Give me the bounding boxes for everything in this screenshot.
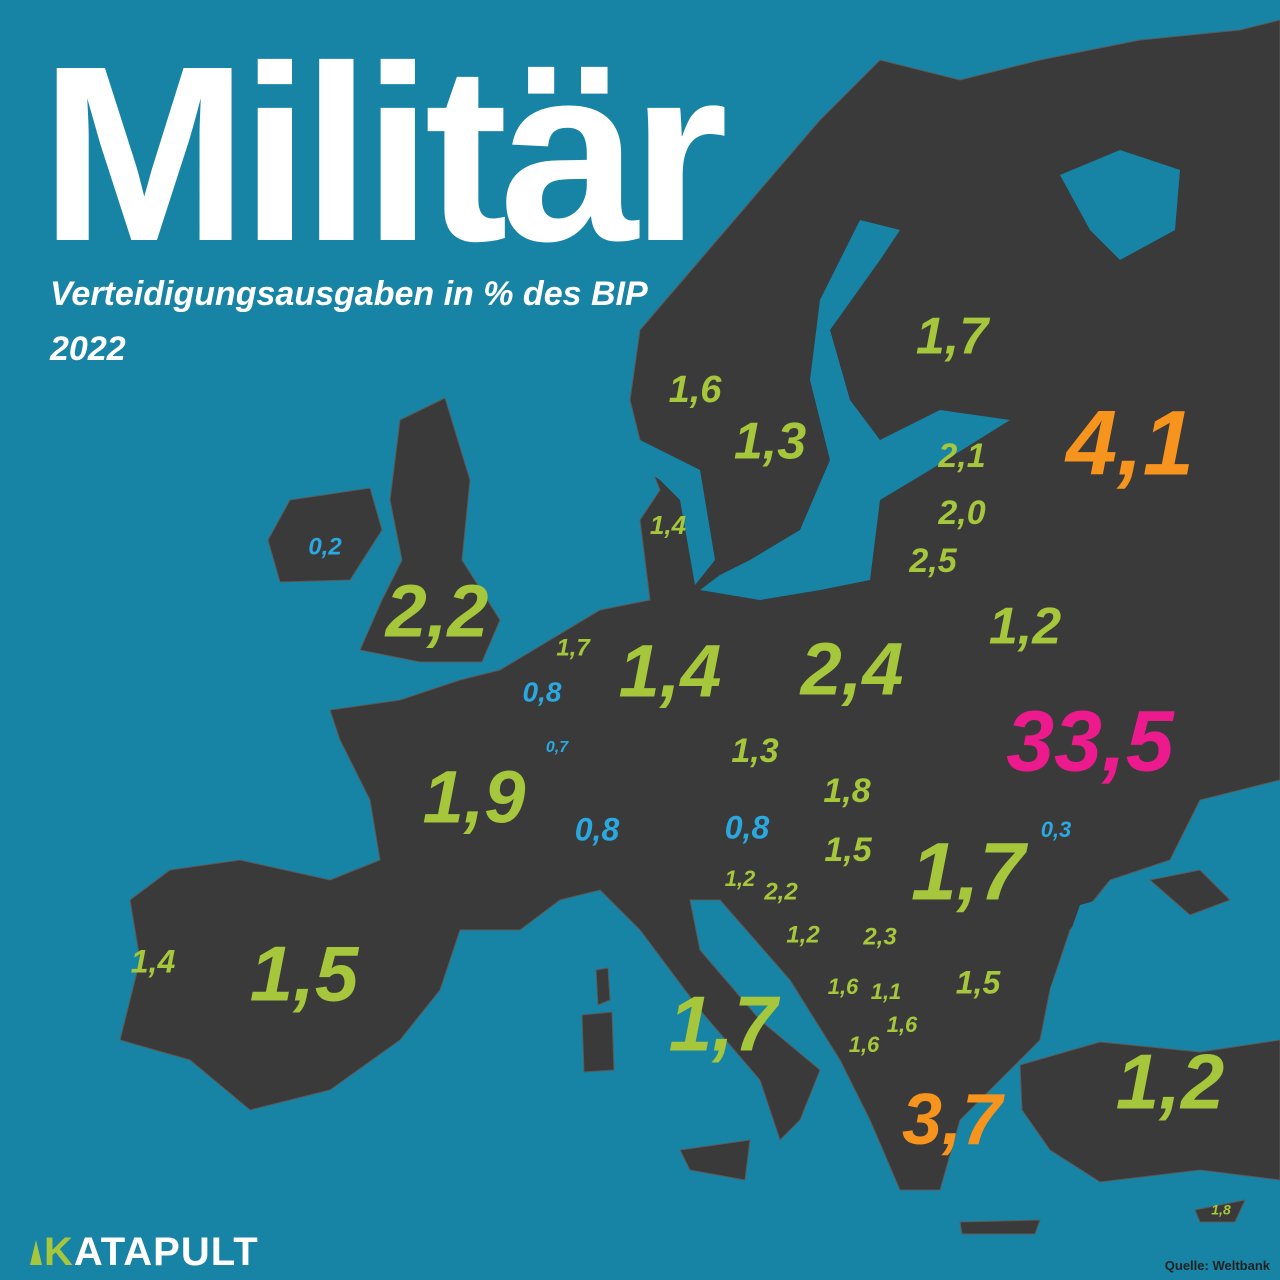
value-label: 2,2 [763,878,798,905]
value-label: 2,0 [937,494,985,532]
value-label: 1,6 [669,369,723,411]
crete [959,1219,1041,1235]
subtitle: Verteidigungsausgaben in % des BIP [50,275,648,313]
great-britain [359,397,501,663]
value-label: 1,3 [734,413,806,471]
value-label: 1,4 [650,510,687,540]
turkey [1019,1039,1280,1183]
black-sea [1050,860,1280,1050]
value-label: 1,8 [823,772,870,810]
baltic-sea [700,220,1010,600]
logo-icon [30,1240,42,1265]
year: 2022 [49,330,126,368]
value-label: 1,2 [786,921,820,948]
title: Militär [40,14,725,293]
value-label: 1,3 [731,732,778,770]
value-label: 1,2 [725,866,756,891]
value-label: 1,7 [556,634,591,661]
value-label: 1,1 [871,979,902,1004]
value-label: 2,3 [862,923,897,950]
value-label: 0,3 [1041,817,1072,842]
value-label: 1,7 [911,827,1028,918]
value-label: 2,2 [384,570,489,653]
value-label: 0,7 [546,739,569,756]
value-label: 0,8 [575,811,620,847]
value-label: 1,9 [423,756,526,839]
value-label: 1,2 [1116,1038,1224,1126]
crimea [1148,869,1231,916]
value-label: 1,6 [849,1032,880,1057]
sicily [679,1139,751,1181]
white-sea [1060,150,1180,260]
value-label: 1,7 [669,980,781,1068]
value-label: 0,8 [523,676,562,707]
kattegat [640,440,715,585]
value-label: 0,2 [308,533,342,560]
value-label: 4,1 [1064,392,1194,494]
mainland [119,19,1280,1191]
value-labels: 1,7 1,6 1,3 4,1 2,1 2,0 2,5 1,4 0,2 2,2 1,7 1,2 1,4 2… [131,308,1231,1218]
value-label: 0,8 [725,809,770,845]
value-label: 1,6 [887,1012,918,1037]
value-label: 1,7 [916,308,990,366]
value-label: 1,6 [828,974,859,999]
sardinia [581,1011,615,1073]
brand-logo: KATAPULT [44,1230,259,1274]
value-label: 1,4 [131,943,176,979]
value-label: 1,5 [824,831,872,869]
value-label: 2,4 [799,628,904,711]
value-label: 2,1 [937,437,985,475]
value-label: 1,2 [989,598,1061,656]
value-label: 33,5 [1006,694,1175,790]
source: Quelle: Weltbank [1164,1258,1270,1273]
value-label: 3,7 [902,1080,1005,1160]
ireland [267,487,383,583]
value-label: 1,5 [250,930,360,1018]
value-label: 1,5 [956,964,1002,1000]
value-label: 2,5 [908,542,957,580]
value-label: 1,4 [619,630,722,713]
value-label: 1,8 [1211,1202,1231,1218]
cyprus [1194,1199,1246,1223]
corsica [595,967,611,1006]
